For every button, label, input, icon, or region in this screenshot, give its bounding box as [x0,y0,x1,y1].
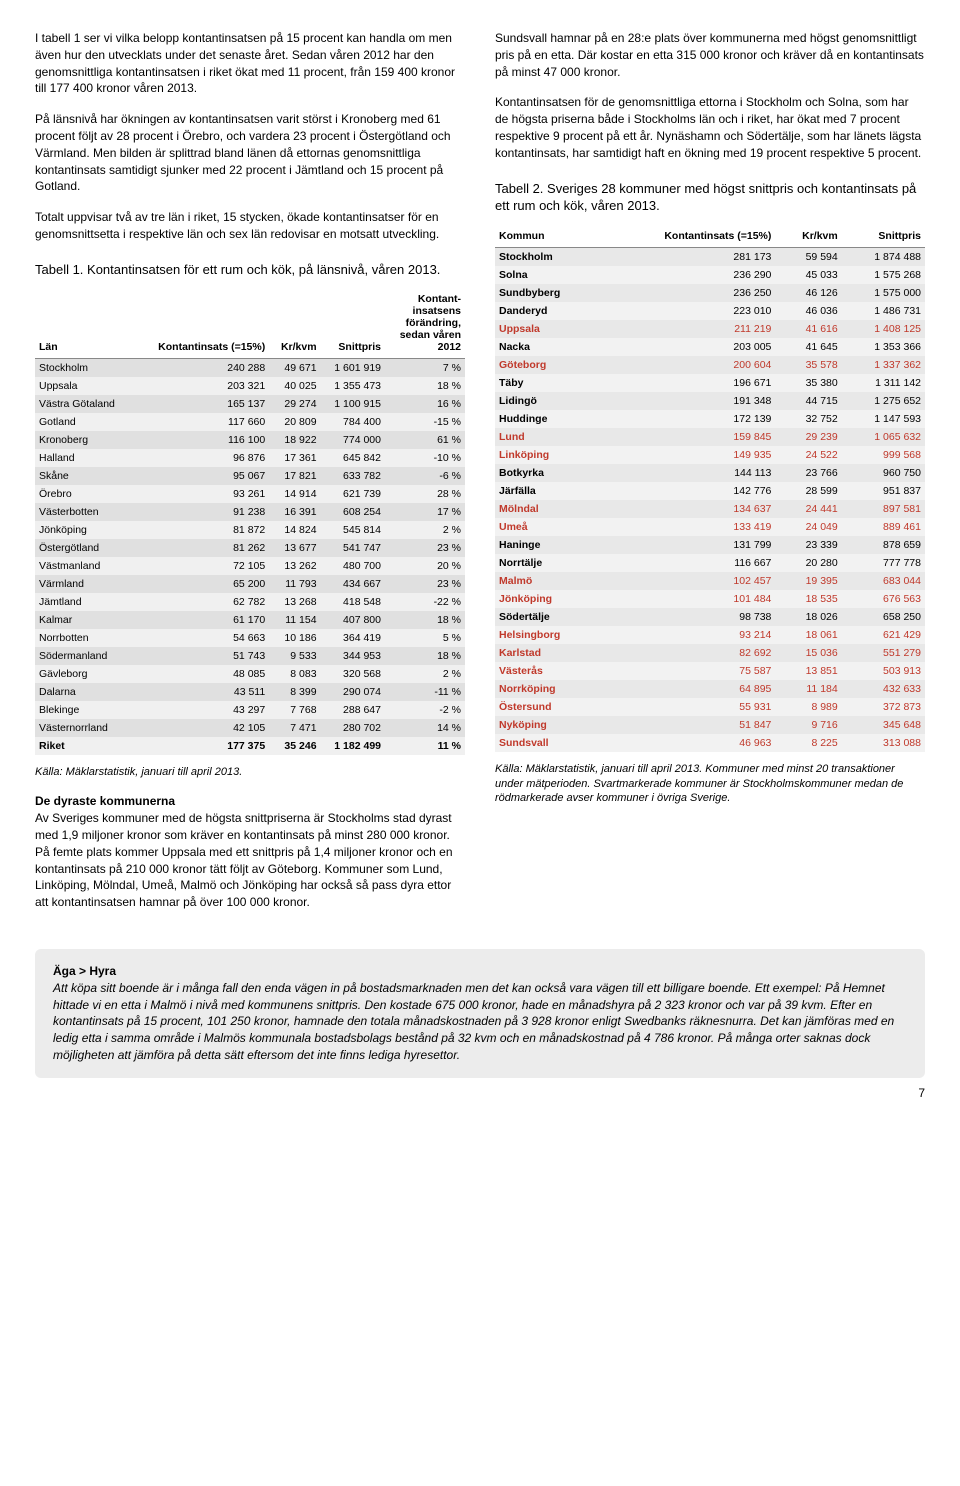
table-row: Stockholm240 28849 6711 601 9197 % [35,359,465,378]
table-row: Sundsvall46 9638 225313 088 [495,734,925,752]
table-row: Blekinge43 2977 768288 647-2 % [35,701,465,719]
table2-header: Kommun [495,225,600,248]
table-row: Linköping149 93524 522999 568 [495,446,925,464]
table1-header: Kontantinsats (=15%) [134,288,269,359]
table-row: Mölndal134 63724 441897 581 [495,500,925,518]
left-para-4: Av Sveriges kommuner med de högsta snitt… [35,810,465,911]
table-row: Värmland65 20011 793434 66723 % [35,575,465,593]
table-row: Västmanland72 10513 262480 70020 % [35,557,465,575]
table-row: Haninge131 79923 339878 659 [495,536,925,554]
table-2: KommunKontantinsats (=15%)Kr/kvmSnittpri… [495,225,925,752]
table-row: Gävleborg48 0858 083320 5682 % [35,665,465,683]
table-row: Stockholm281 17359 5941 874 488 [495,247,925,266]
table-row: Järfälla142 77628 599951 837 [495,482,925,500]
table-row: Västerås75 58713 851503 913 [495,662,925,680]
table-row: Uppsala211 21941 6161 408 125 [495,320,925,338]
table-row: Östersund55 9318 989372 873 [495,698,925,716]
table-row: Riket177 37535 2461 182 49911 % [35,737,465,755]
table-row: Östergötland81 26213 677541 74723 % [35,539,465,557]
page-number: 7 [35,1086,925,1100]
table-row: Lund159 84529 2391 065 632 [495,428,925,446]
table-row: Jönköping101 48418 535676 563 [495,590,925,608]
table1-header: Län [35,288,134,359]
table-row: Södermanland51 7439 533344 95318 % [35,647,465,665]
table-row: Dalarna43 5118 399290 074-11 % [35,683,465,701]
table-row: Uppsala203 32140 0251 355 47318 % [35,377,465,395]
table-row: Danderyd223 01046 0361 486 731 [495,302,925,320]
table-row: Jämtland62 78213 268418 548-22 % [35,593,465,611]
table-row: Umeå133 41924 049889 461 [495,518,925,536]
table-row: Gotland117 66020 809784 400-15 % [35,413,465,431]
table-row: Örebro93 26114 914621 73928 % [35,485,465,503]
table-row: Norrtälje116 66720 280777 778 [495,554,925,572]
table-row: Nyköping51 8479 716345 648 [495,716,925,734]
box-title: Äga > Hyra [53,964,116,978]
table-row: Södertälje98 73818 026658 250 [495,608,925,626]
table-row: Halland96 87617 361645 842-10 % [35,449,465,467]
right-para-1: Sundsvall hamnar på en 28:e plats över k… [495,30,925,80]
table-row: Täby196 67135 3801 311 142 [495,374,925,392]
info-box: Äga > Hyra Att köpa sitt boende är i mån… [35,949,925,1078]
table1-header: Snittpris [321,288,385,359]
table-row: Huddinge172 13932 7521 147 593 [495,410,925,428]
table-row: Botkyrka144 11323 766960 750 [495,464,925,482]
table2-header: Kontantinsats (=15%) [600,225,775,248]
table1-source: Källa: Mäklarstatistik, januari till apr… [35,765,465,780]
table1-header: Kr/kvm [269,288,320,359]
right-para-2: Kontantinsatsen för de genomsnittliga et… [495,94,925,161]
table-row: Skåne95 06717 821633 782-6 % [35,467,465,485]
table-1: LänKontantinsats (=15%)Kr/kvmSnittprisKo… [35,288,465,755]
table-row: Lidingö191 34844 7151 275 652 [495,392,925,410]
table-row: Norrköping64 89511 184432 633 [495,680,925,698]
table-row: Västernorrland42 1057 471280 70214 % [35,719,465,737]
table-row: Kalmar61 17011 154407 80018 % [35,611,465,629]
table2-header: Kr/kvm [775,225,841,248]
table-row: Västerbotten91 23816 391608 25417 % [35,503,465,521]
box-text: Att köpa sitt boende är i många fall den… [53,981,894,1062]
left-subhead: De dyraste kommunerna [35,794,465,808]
table-row: Göteborg200 60435 5781 337 362 [495,356,925,374]
table1-header: Kontant-insatsens förändring, sedan våre… [385,288,465,359]
table2-title: Tabell 2. Sveriges 28 kommuner med högst… [495,180,925,215]
table-row: Kronoberg116 10018 922774 00061 % [35,431,465,449]
table-row: Nacka203 00541 6451 353 366 [495,338,925,356]
table2-header: Snittpris [842,225,925,248]
table-row: Karlstad82 69215 036551 279 [495,644,925,662]
table1-title: Tabell 1. Kontantinsatsen för ett rum oc… [35,261,465,279]
table-row: Norrbotten54 66310 186364 4195 % [35,629,465,647]
table-row: Malmö102 45719 395683 044 [495,572,925,590]
table-row: Helsingborg93 21418 061621 429 [495,626,925,644]
left-para-3: Totalt uppvisar två av tre län i riket, … [35,209,465,243]
table-row: Sundbyberg236 25046 1261 575 000 [495,284,925,302]
table-row: Jönköping81 87214 824545 8142 % [35,521,465,539]
table2-source: Källa: Mäklarstatistik, januari till apr… [495,762,925,807]
table-row: Solna236 29045 0331 575 268 [495,266,925,284]
table-row: Västra Götaland165 13729 2741 100 91516 … [35,395,465,413]
left-para-2: På länsnivå har ökningen av kontantinsat… [35,111,465,195]
left-para-1: I tabell 1 ser vi vilka belopp kontantin… [35,30,465,97]
